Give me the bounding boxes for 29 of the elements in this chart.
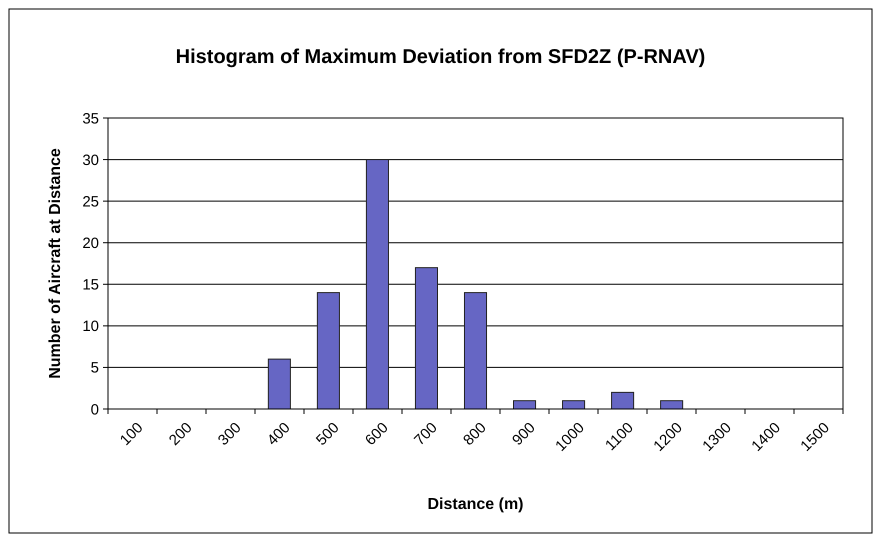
bar: [268, 358, 291, 410]
bar: [464, 292, 488, 410]
bar: [562, 400, 586, 410]
bar: [660, 400, 684, 410]
x-tick-label: 800: [460, 419, 490, 449]
y-axis-title: Number of Aircraft at Distance: [47, 148, 64, 379]
x-tick-label: 100: [116, 419, 147, 449]
bar: [316, 292, 340, 410]
x-tick-label: 700: [411, 419, 441, 449]
y-tick-label: 30: [82, 152, 99, 169]
bar: [414, 267, 438, 410]
x-tick-label: 300: [214, 419, 245, 449]
x-tick-label: 400: [264, 419, 294, 449]
y-tick-label: 10: [82, 318, 99, 336]
y-tick-label: 0: [90, 401, 99, 418]
x-tick-label: 500: [312, 419, 343, 449]
bar: [611, 392, 634, 410]
y-tick-label: 5: [90, 360, 99, 377]
x-axis-title: Distance (m): [427, 496, 524, 513]
y-tick-label: 35: [82, 110, 99, 128]
x-tick-label: 200: [166, 419, 196, 449]
x-tick-label: 900: [509, 419, 539, 449]
y-tick-label: 20: [82, 234, 99, 252]
bar: [366, 159, 389, 410]
y-tick-label: 15: [82, 276, 99, 294]
chart-title: Histogram of Maximum Deviation from SFD2Z (P-RNAV): [176, 46, 706, 68]
bar: [513, 400, 536, 410]
x-tick-label: 600: [362, 419, 392, 449]
y-tick-label: 25: [82, 193, 99, 210]
